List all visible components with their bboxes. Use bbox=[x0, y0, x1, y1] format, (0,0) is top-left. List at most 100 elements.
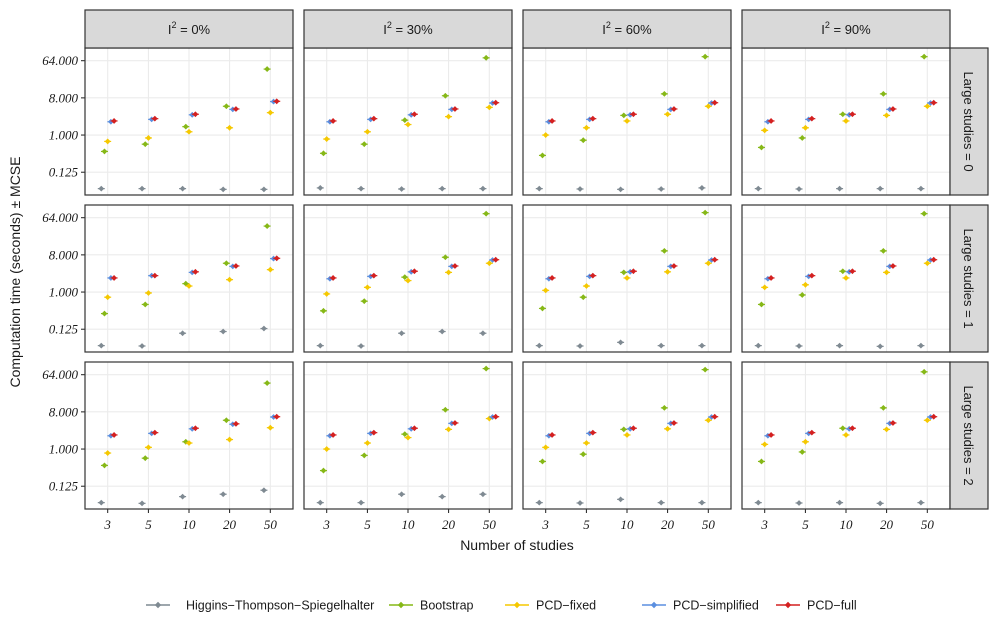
data-point bbox=[542, 132, 549, 138]
data-point bbox=[755, 342, 762, 349]
data-point bbox=[223, 260, 230, 267]
data-point bbox=[799, 292, 806, 298]
x-tick-label: 50 bbox=[264, 517, 278, 532]
data-point bbox=[671, 420, 677, 426]
data-point bbox=[580, 451, 587, 458]
data-point bbox=[139, 185, 145, 192]
col-strip-label: I2 = 0% bbox=[168, 20, 211, 37]
data-point bbox=[442, 406, 449, 413]
x-tick-label: 10 bbox=[621, 517, 635, 532]
x-tick-label: 20 bbox=[223, 517, 237, 532]
data-point bbox=[483, 365, 490, 372]
data-point bbox=[320, 467, 327, 474]
data-point bbox=[317, 342, 324, 349]
x-tick-label: 5 bbox=[145, 517, 152, 532]
data-point bbox=[755, 185, 762, 192]
data-point bbox=[323, 446, 330, 452]
data-point bbox=[883, 112, 890, 119]
data-point bbox=[401, 117, 408, 124]
data-point bbox=[364, 284, 371, 291]
data-point bbox=[111, 432, 117, 438]
data-point bbox=[702, 366, 709, 373]
data-point bbox=[411, 425, 418, 432]
data-point bbox=[442, 254, 449, 261]
legend-marker bbox=[513, 601, 521, 609]
data-point bbox=[261, 186, 267, 193]
data-point bbox=[880, 404, 887, 411]
data-point bbox=[361, 452, 368, 459]
data-point bbox=[796, 186, 802, 192]
x-axis-title: Number of studies bbox=[460, 537, 574, 553]
data-point bbox=[151, 272, 158, 279]
data-point bbox=[877, 343, 884, 350]
data-point bbox=[849, 111, 856, 118]
data-point bbox=[661, 90, 668, 97]
y-tick-label: 0.125 bbox=[49, 479, 79, 494]
data-point bbox=[620, 426, 627, 433]
data-point bbox=[483, 54, 490, 61]
data-point bbox=[492, 413, 499, 420]
data-point bbox=[480, 330, 486, 337]
data-point bbox=[492, 99, 499, 106]
data-point bbox=[836, 499, 843, 506]
col-strip-label: I2 = 60% bbox=[602, 20, 652, 37]
data-point bbox=[179, 493, 186, 500]
data-point bbox=[405, 277, 411, 284]
data-point bbox=[711, 413, 718, 420]
data-point bbox=[617, 339, 624, 346]
data-point bbox=[186, 440, 192, 446]
data-point bbox=[539, 305, 546, 312]
data-point bbox=[111, 275, 117, 281]
data-point bbox=[768, 118, 774, 124]
data-point bbox=[401, 274, 408, 281]
data-point bbox=[849, 425, 856, 432]
data-point bbox=[452, 263, 458, 269]
x-tick-label: 3 bbox=[760, 517, 768, 532]
x-tick-label: 20 bbox=[661, 517, 675, 532]
data-point bbox=[104, 138, 111, 145]
data-point bbox=[658, 342, 665, 349]
panel-r1-c4 bbox=[741, 47, 951, 196]
data-point bbox=[323, 136, 330, 142]
panel-r1-c1 bbox=[84, 47, 294, 196]
data-point bbox=[699, 499, 705, 506]
data-point bbox=[192, 268, 199, 275]
data-point bbox=[480, 491, 486, 498]
data-point bbox=[233, 420, 239, 427]
data-point bbox=[411, 111, 418, 118]
data-point bbox=[699, 185, 705, 191]
data-point bbox=[261, 325, 267, 332]
data-point bbox=[226, 124, 233, 131]
data-point bbox=[802, 438, 809, 445]
data-point bbox=[930, 413, 937, 420]
data-point bbox=[583, 440, 590, 446]
data-point bbox=[768, 432, 774, 438]
data-point bbox=[267, 109, 274, 116]
data-point bbox=[836, 185, 843, 192]
legend-item: PCD−fixed bbox=[505, 599, 596, 613]
row-strip-1 bbox=[949, 47, 989, 196]
data-point bbox=[702, 53, 709, 60]
data-point bbox=[233, 106, 239, 112]
data-point bbox=[664, 268, 671, 275]
data-point bbox=[921, 368, 928, 375]
data-point bbox=[617, 186, 624, 193]
data-point bbox=[361, 141, 368, 148]
data-point bbox=[411, 268, 418, 275]
data-point bbox=[101, 310, 108, 317]
data-point bbox=[98, 499, 105, 506]
panel-border bbox=[522, 204, 732, 353]
data-point bbox=[142, 141, 149, 148]
data-point bbox=[921, 210, 928, 217]
legend: Higgins−Thompson−Spiegelhalter Bootstrap P… bbox=[146, 599, 857, 613]
data-point bbox=[182, 438, 189, 445]
data-point bbox=[145, 444, 152, 451]
data-point bbox=[186, 283, 192, 289]
data-point bbox=[439, 185, 446, 192]
data-point bbox=[370, 115, 377, 122]
data-point bbox=[439, 328, 446, 335]
data-point bbox=[398, 491, 405, 498]
data-point bbox=[802, 124, 809, 131]
y-tick-label: 0.125 bbox=[49, 165, 79, 180]
data-point bbox=[890, 420, 896, 426]
